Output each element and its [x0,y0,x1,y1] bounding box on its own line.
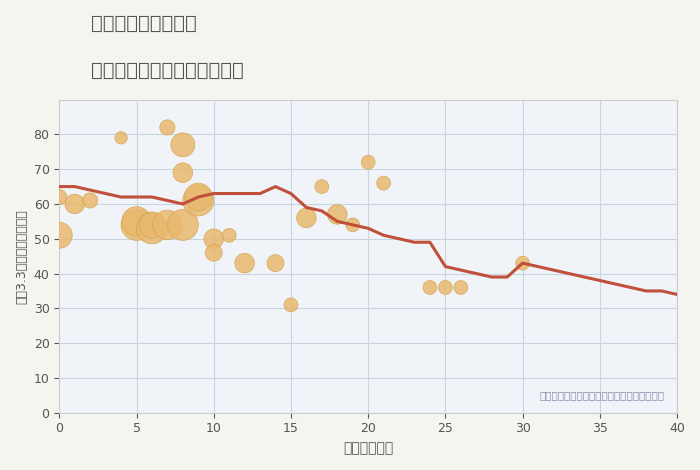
Y-axis label: 平（3.3㎡）単価（万円）: 平（3.3㎡）単価（万円） [15,209,28,304]
Point [177,169,188,176]
Point [177,141,188,149]
Point [162,124,173,131]
Point [54,193,65,201]
Point [162,221,173,228]
Point [286,301,297,309]
Point [223,232,235,239]
X-axis label: 築年数（年）: 築年数（年） [343,441,393,455]
Text: 円の大きさは、取引のあった物件面積を示す: 円の大きさは、取引のあった物件面積を示す [540,390,665,400]
Point [146,221,158,228]
Point [208,249,219,257]
Point [85,197,96,204]
Point [177,221,188,228]
Point [517,259,528,267]
Point [301,214,312,222]
Point [193,197,204,204]
Point [146,225,158,232]
Point [440,284,451,291]
Point [116,134,127,141]
Point [193,193,204,201]
Point [347,221,358,228]
Point [54,232,65,239]
Point [424,284,435,291]
Text: 築年数別中古マンション価格: 築年数別中古マンション価格 [91,61,244,80]
Point [131,218,142,225]
Point [455,284,466,291]
Point [378,180,389,187]
Point [363,158,374,166]
Point [131,221,142,228]
Point [239,259,250,267]
Point [208,235,219,243]
Point [270,259,281,267]
Text: 三重県松阪市櫛田町: 三重県松阪市櫛田町 [91,14,197,33]
Point [316,183,328,190]
Point [69,200,80,208]
Point [332,211,343,218]
